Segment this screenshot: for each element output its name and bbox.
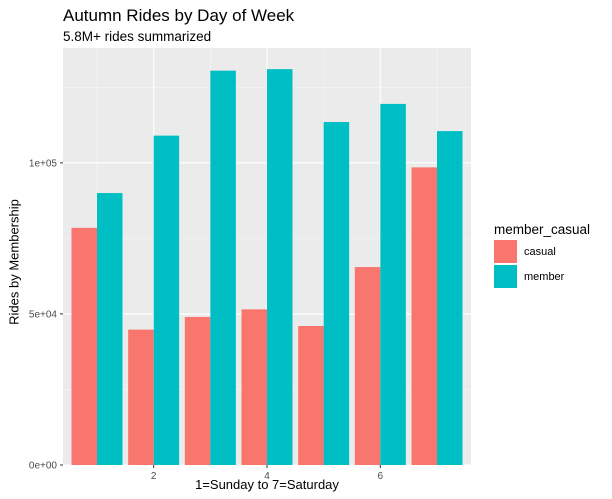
legend-key-member: [494, 265, 517, 288]
y-tick-label: 1e+05: [29, 158, 58, 169]
bar-casual-7: [411, 167, 437, 465]
chart-subtitle: 5.8M+ rides summarized: [63, 29, 212, 44]
x-tick-label: 6: [378, 471, 384, 482]
bar-member-6: [380, 103, 406, 466]
bar-casual-4: [241, 309, 267, 465]
legend-key-casual: [494, 240, 517, 263]
bar-casual-2: [128, 329, 154, 465]
bar-casual-1: [71, 227, 97, 465]
bar-casual-5: [298, 326, 324, 465]
bar-member-7: [437, 131, 463, 465]
chart-title: Autumn Rides by Day of Week: [63, 6, 295, 25]
x-axis-label: 1=Sunday to 7=Saturday: [195, 477, 339, 492]
bar-member-1: [97, 193, 123, 466]
y-tick-label: 5e+04: [29, 309, 58, 320]
bar-member-3: [210, 70, 236, 466]
x-tick-label: 4: [264, 471, 270, 482]
bar-casual-3: [184, 316, 211, 465]
legend-label-member: member: [524, 270, 565, 283]
x-tick-label: 2: [151, 471, 157, 482]
y-axis-label: Rides by Membership: [6, 199, 22, 325]
legend-title: member_casual: [494, 222, 591, 237]
bar-member-4: [267, 69, 293, 466]
legend-label-casual: casual: [524, 245, 556, 258]
bar-member-5: [323, 122, 350, 466]
legend-item-member: member: [494, 265, 564, 288]
legend-item-casual: casual: [494, 240, 556, 263]
y-tick-label: 0e+00: [29, 461, 58, 472]
bar-casual-6: [354, 267, 381, 465]
bar-member-2: [153, 135, 180, 465]
